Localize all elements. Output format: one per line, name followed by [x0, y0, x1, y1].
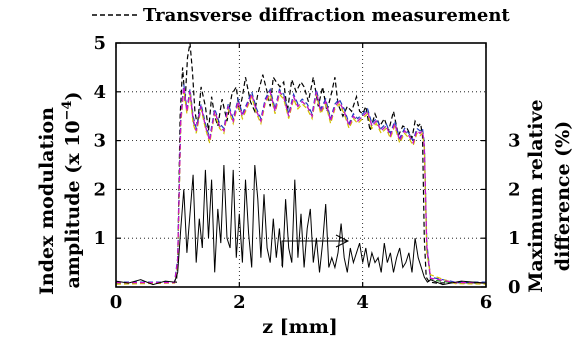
series-line-2: [115, 86, 486, 284]
y-left-tick-label: 2: [93, 179, 106, 200]
x-tick-label: 0: [110, 292, 123, 313]
series-line-6: [115, 164, 487, 286]
left-axis-label-line2: amplitude (x 10−4): [60, 91, 84, 288]
legend-label: Transverse diffraction measurement: [143, 5, 510, 26]
tick-labels: 0 2 4 6 1 2 3 4 5 0 1 2 3: [93, 33, 520, 313]
right-axis-label-line2-group: difference (%): [552, 121, 574, 271]
x-tick-label: 2: [233, 292, 246, 313]
left-axis-label-close: ): [62, 91, 84, 100]
right-axis-arrow: [281, 234, 350, 266]
series-group: [115, 42, 487, 286]
left-axis-label-line2-group: amplitude (x 10−4): [60, 91, 84, 288]
x-tick-label: 6: [480, 292, 493, 313]
y-left-tick-label: 4: [93, 82, 106, 103]
y-left-tick-label: 1: [93, 228, 106, 249]
series-line-5: [116, 86, 486, 284]
series-line-4: [115, 89, 487, 285]
left-axis-label-exponent: −4: [60, 100, 75, 120]
right-axis-label-line2: difference (%): [552, 121, 574, 271]
x-axis-label: z [mm]: [262, 316, 338, 338]
y-right-tick-label: 0: [508, 277, 521, 298]
grid-lines: [116, 43, 486, 287]
y-left-tick-label: 5: [93, 33, 106, 54]
left-axis-label-line1: Index modulation: [36, 107, 58, 295]
legend: Transverse diffraction measurement: [92, 5, 510, 26]
axes: [115, 42, 487, 288]
x-tick-label: 4: [356, 292, 369, 313]
y-right-tick-label: 2: [508, 179, 521, 200]
y-right-tick-label: 1: [508, 228, 521, 249]
left-axis-label-main: amplitude (x 10: [62, 120, 84, 288]
left-axis-label-line1-group: Index modulation: [36, 107, 58, 295]
y-right-tick-label: 3: [508, 131, 521, 152]
series-line-3: [116, 84, 486, 283]
series-line-1: [115, 42, 487, 284]
plot-frame: [115, 42, 487, 288]
right-axis-label-line1: Maximum relative: [525, 99, 547, 292]
y-left-tick-label: 3: [93, 131, 106, 152]
right-axis-label-line1-group: Maximum relative: [525, 99, 547, 292]
